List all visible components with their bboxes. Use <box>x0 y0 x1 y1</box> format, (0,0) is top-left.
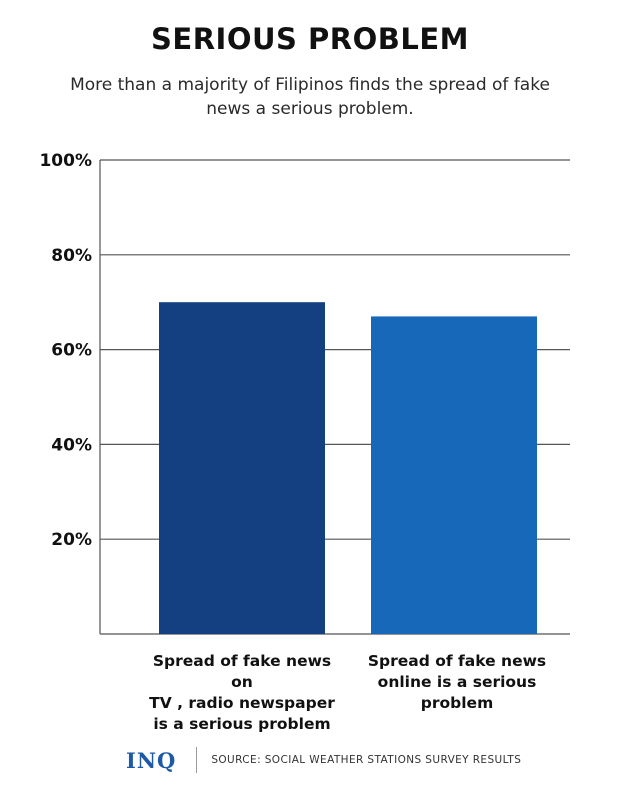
footer: INQ SOURCE: SOCIAL WEATHER STATIONS SURV… <box>126 745 521 775</box>
bar-chart: 20% 40% 60% 80% 100% <box>39 151 570 635</box>
category-label-line: problem <box>420 694 494 712</box>
y-tick-label: 80% <box>51 246 92 266</box>
category-label-tv-radio: Spread of fake news on TV , radio newspa… <box>147 651 337 735</box>
chart-subtitle: More than a majority of Filipinos finds … <box>70 75 550 119</box>
y-tick-label: 100% <box>39 151 92 171</box>
category-label-online: Spread of fake news online is a serious … <box>362 651 552 714</box>
footer-divider <box>196 747 198 773</box>
category-label-line: Spread of fake news on <box>152 652 332 691</box>
chart-title: SERIOUS PROBLEM <box>151 22 469 56</box>
y-tick-label: 60% <box>51 341 92 361</box>
category-label-line: online is a serious <box>377 673 537 691</box>
y-tick-label: 40% <box>51 435 92 455</box>
category-label-line: is a serious problem <box>153 715 331 733</box>
category-label-line: Spread of fake news <box>367 652 547 670</box>
bar-online <box>371 316 537 634</box>
category-label-line: TV , radio newspaper <box>149 694 335 712</box>
inq-logo: INQ <box>126 747 177 773</box>
y-tick-label: 20% <box>51 530 92 550</box>
bar-tv-radio-newspaper <box>159 302 325 634</box>
source-text: SOURCE: SOCIAL WEATHER STATIONS SURVEY R… <box>211 754 522 766</box>
